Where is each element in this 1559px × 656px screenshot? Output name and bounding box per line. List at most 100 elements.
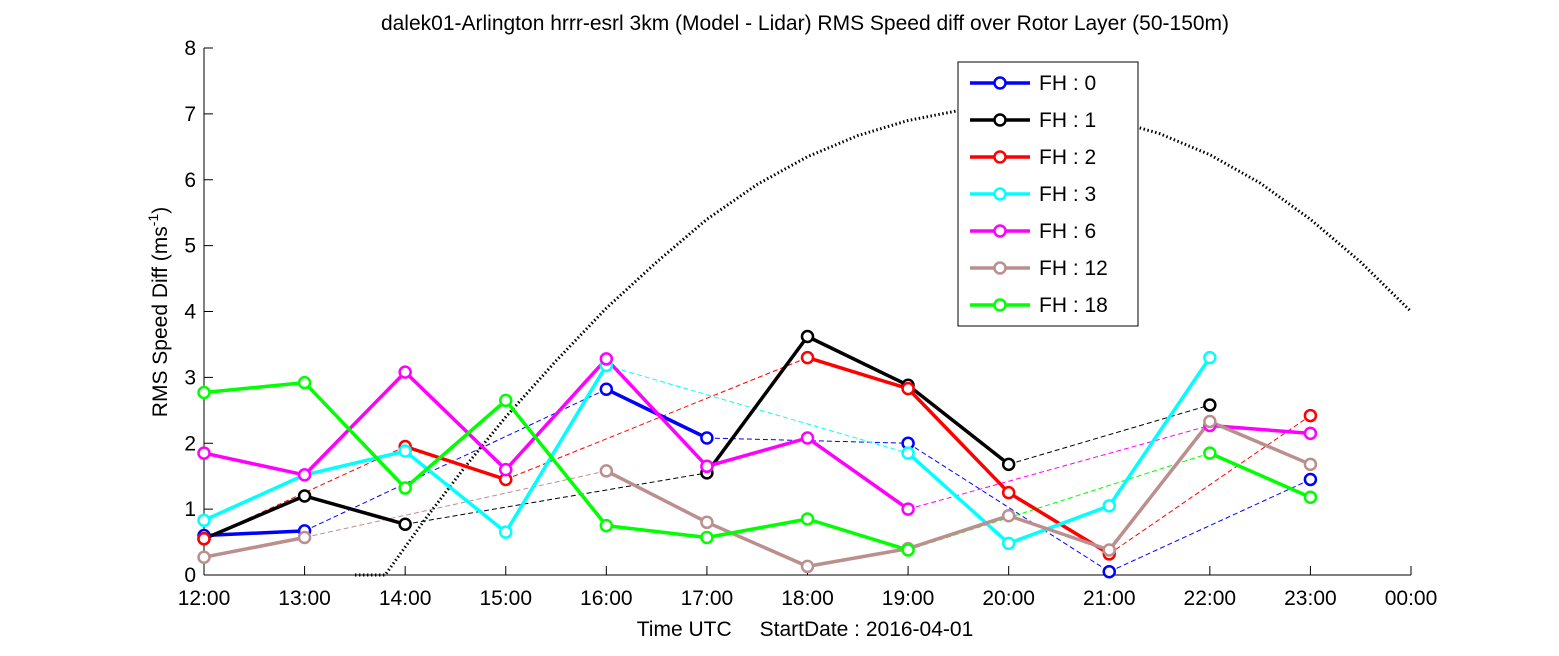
series-point-5-2 [599, 464, 614, 478]
series-point-4-7 [901, 502, 915, 516]
x-tick-label-3: 15:00 [479, 587, 532, 610]
series-point-1-4 [800, 329, 815, 344]
legend-swatch-marker-5 [993, 261, 1007, 275]
y-tick-label-5: 5 [184, 235, 196, 258]
x-tick-label-0: 12:00 [178, 587, 231, 610]
series-point-1-6 [1001, 457, 1016, 472]
series-point-4-0 [197, 446, 211, 460]
series-point-4-1 [297, 468, 312, 482]
x-tick-label-8: 20:00 [982, 587, 1035, 610]
series-point-5-7 [1102, 543, 1116, 557]
legend-label-1: FH : 1 [1039, 109, 1096, 132]
series-point-4-9 [1303, 426, 1318, 441]
series-point-1-7 [1203, 398, 1217, 412]
series-gap-connector-1 [1008, 404, 1210, 465]
series-point-2-7 [1303, 408, 1318, 423]
series-line-1 [705, 334, 1010, 474]
x-tick-label-12: 00:00 [1385, 587, 1438, 610]
series-point-0-5 [1102, 564, 1116, 579]
series-line-0 [203, 529, 305, 538]
legend-entries: FH : 0 FH : 1 FH : 2 FH : 3 FH : 6 FH : 12 FH … [970, 72, 1108, 317]
x-tick-label-6: 18:00 [781, 587, 834, 610]
series-line-5 [203, 535, 305, 559]
series-line-6 [203, 380, 909, 552]
x-ticks: 12:00 13:00 14:00 15:00 16:00 17:00 18:00 19:00… [178, 566, 1438, 610]
legend-label-6: FH : 18 [1039, 294, 1108, 317]
series-line-2 [404, 444, 507, 482]
series-point-5-3 [700, 515, 714, 530]
y-ticks: 0 1 2 3 4 5 6 7 8 [184, 37, 213, 587]
legend-label-2: FH : 2 [1039, 146, 1096, 169]
x-tick-label-5: 17:00 [681, 587, 734, 610]
series-point-6-8 [1203, 446, 1217, 460]
series-point-5-4 [800, 559, 815, 574]
x-tick-label-4: 16:00 [580, 587, 633, 610]
series-point-0-6 [1303, 472, 1318, 487]
series-point-2-3 [800, 350, 815, 365]
series-gap-connector-1 [405, 472, 708, 525]
series-line-3 [906, 356, 1212, 546]
y-axis-label-exponent: -1 [145, 214, 161, 227]
series-point-4-3 [499, 462, 513, 477]
x-tick-label-7: 19:00 [882, 587, 935, 610]
series-point-3-7 [1102, 499, 1116, 513]
legend-swatch-marker-2 [993, 150, 1007, 164]
series-point-3-3 [499, 525, 513, 539]
series-point-1-2 [398, 517, 412, 532]
x-axis-label: Time UTC StartDate : 2016-04-01 [637, 618, 974, 641]
series-point-6-3 [499, 393, 513, 408]
x-axis-label-text: Time UTC [637, 618, 732, 641]
dashed-connectors [203, 357, 1311, 573]
y-tick-label-3: 3 [184, 366, 196, 389]
series-lines [203, 334, 1312, 569]
series-point-6-5 [700, 530, 714, 545]
series-point-1-1 [297, 489, 312, 503]
series-point-3-8 [1203, 350, 1217, 365]
legend-swatch-marker-4 [993, 224, 1007, 238]
series-point-6-7 [901, 543, 915, 557]
series-line-5 [605, 419, 1312, 569]
series-point-6-4 [599, 518, 614, 533]
series-point-6-1 [297, 375, 312, 390]
series-point-0-3 [700, 431, 714, 445]
series-point-5-9 [1303, 457, 1318, 472]
x-tick-label-10: 22:00 [1184, 587, 1237, 610]
series-gap-connector-5 [304, 470, 607, 538]
y-tick-label-6: 6 [184, 169, 196, 192]
y-tick-label-8: 8 [184, 37, 196, 60]
series-point-5-1 [297, 530, 312, 545]
legend-label-0: FH : 0 [1039, 72, 1096, 95]
series-gap-connector-2 [505, 357, 808, 480]
y-tick-label-4: 4 [184, 301, 196, 324]
series-point-5-0 [197, 550, 211, 564]
y-axis-label-close: ) [149, 207, 172, 214]
series-point-3-0 [197, 513, 211, 528]
series-point-2-0 [197, 532, 211, 546]
series-point-4-6 [800, 431, 815, 445]
y-tick-label-7: 7 [184, 103, 196, 126]
series-point-4-5 [700, 459, 714, 474]
x-axis-label-date: StartDate : 2016-04-01 [760, 618, 974, 641]
series-point-0-2 [599, 382, 614, 396]
plot-area: 0 1 2 3 4 5 6 7 8 12:00 13:00 14:00 15:00 16:00 17:00… [178, 37, 1438, 610]
series-point-4-4 [599, 352, 614, 366]
y-tick-label-1: 1 [184, 498, 196, 521]
legend-swatch-marker-3 [993, 187, 1007, 201]
legend-label-4: FH : 6 [1039, 220, 1096, 243]
x-tick-label-9: 21:00 [1083, 587, 1136, 610]
series-point-5-8 [1203, 414, 1217, 429]
series-line-4 [203, 357, 910, 511]
legend-swatch-marker-0 [993, 76, 1007, 90]
y-tick-label-0: 0 [184, 564, 196, 587]
series-markers [197, 329, 1318, 579]
series-point-6-2 [398, 481, 412, 495]
series-point-2-5 [1001, 485, 1016, 500]
legend-label-3: FH : 3 [1039, 183, 1096, 206]
chart-title: dalek01-Arlington hrrr-esrl 3km (Model -… [381, 12, 1229, 35]
series-point-3-2 [398, 444, 412, 458]
series-point-2-4 [901, 381, 915, 396]
series-line-6 [1209, 451, 1312, 499]
series-gap-connector-3 [606, 365, 909, 454]
legend: FH : 0 FH : 1 FH : 2 FH : 3 FH : 6 FH : 12 FH … [957, 61, 1139, 327]
